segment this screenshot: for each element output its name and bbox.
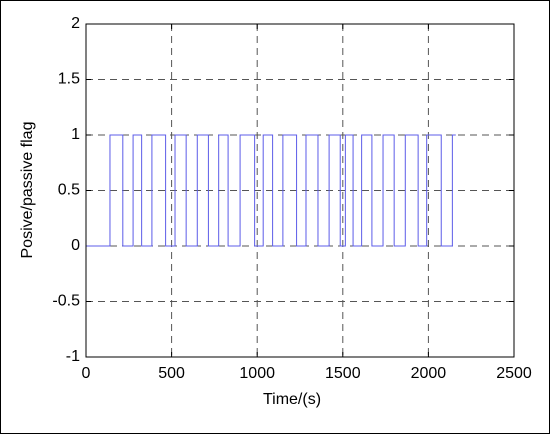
- axes-box: [85, 23, 515, 358]
- x-tick-label: 2000: [411, 365, 447, 382]
- y-tick-label: -1: [66, 348, 80, 365]
- y-tick-label: 1: [71, 126, 80, 143]
- x-tick-label: 500: [158, 365, 185, 382]
- y-tick-label: 0.5: [58, 182, 80, 199]
- y-tick-label: 0: [71, 237, 80, 254]
- x-tick-label: 2500: [496, 365, 532, 382]
- y-tick-label: 2: [71, 15, 80, 32]
- data-line: [86, 134, 456, 247]
- y-tick-label: -0.5: [52, 293, 80, 310]
- x-tick-label: 1500: [325, 365, 361, 382]
- y-tick-label: 1.5: [58, 71, 80, 88]
- x-tick-label: 0: [82, 365, 91, 382]
- y-axis-label: Posive/passive flag: [19, 122, 36, 259]
- x-axis-label: Time/(s): [263, 391, 321, 408]
- x-tick-label: 1000: [239, 365, 275, 382]
- plot-area: [86, 24, 514, 357]
